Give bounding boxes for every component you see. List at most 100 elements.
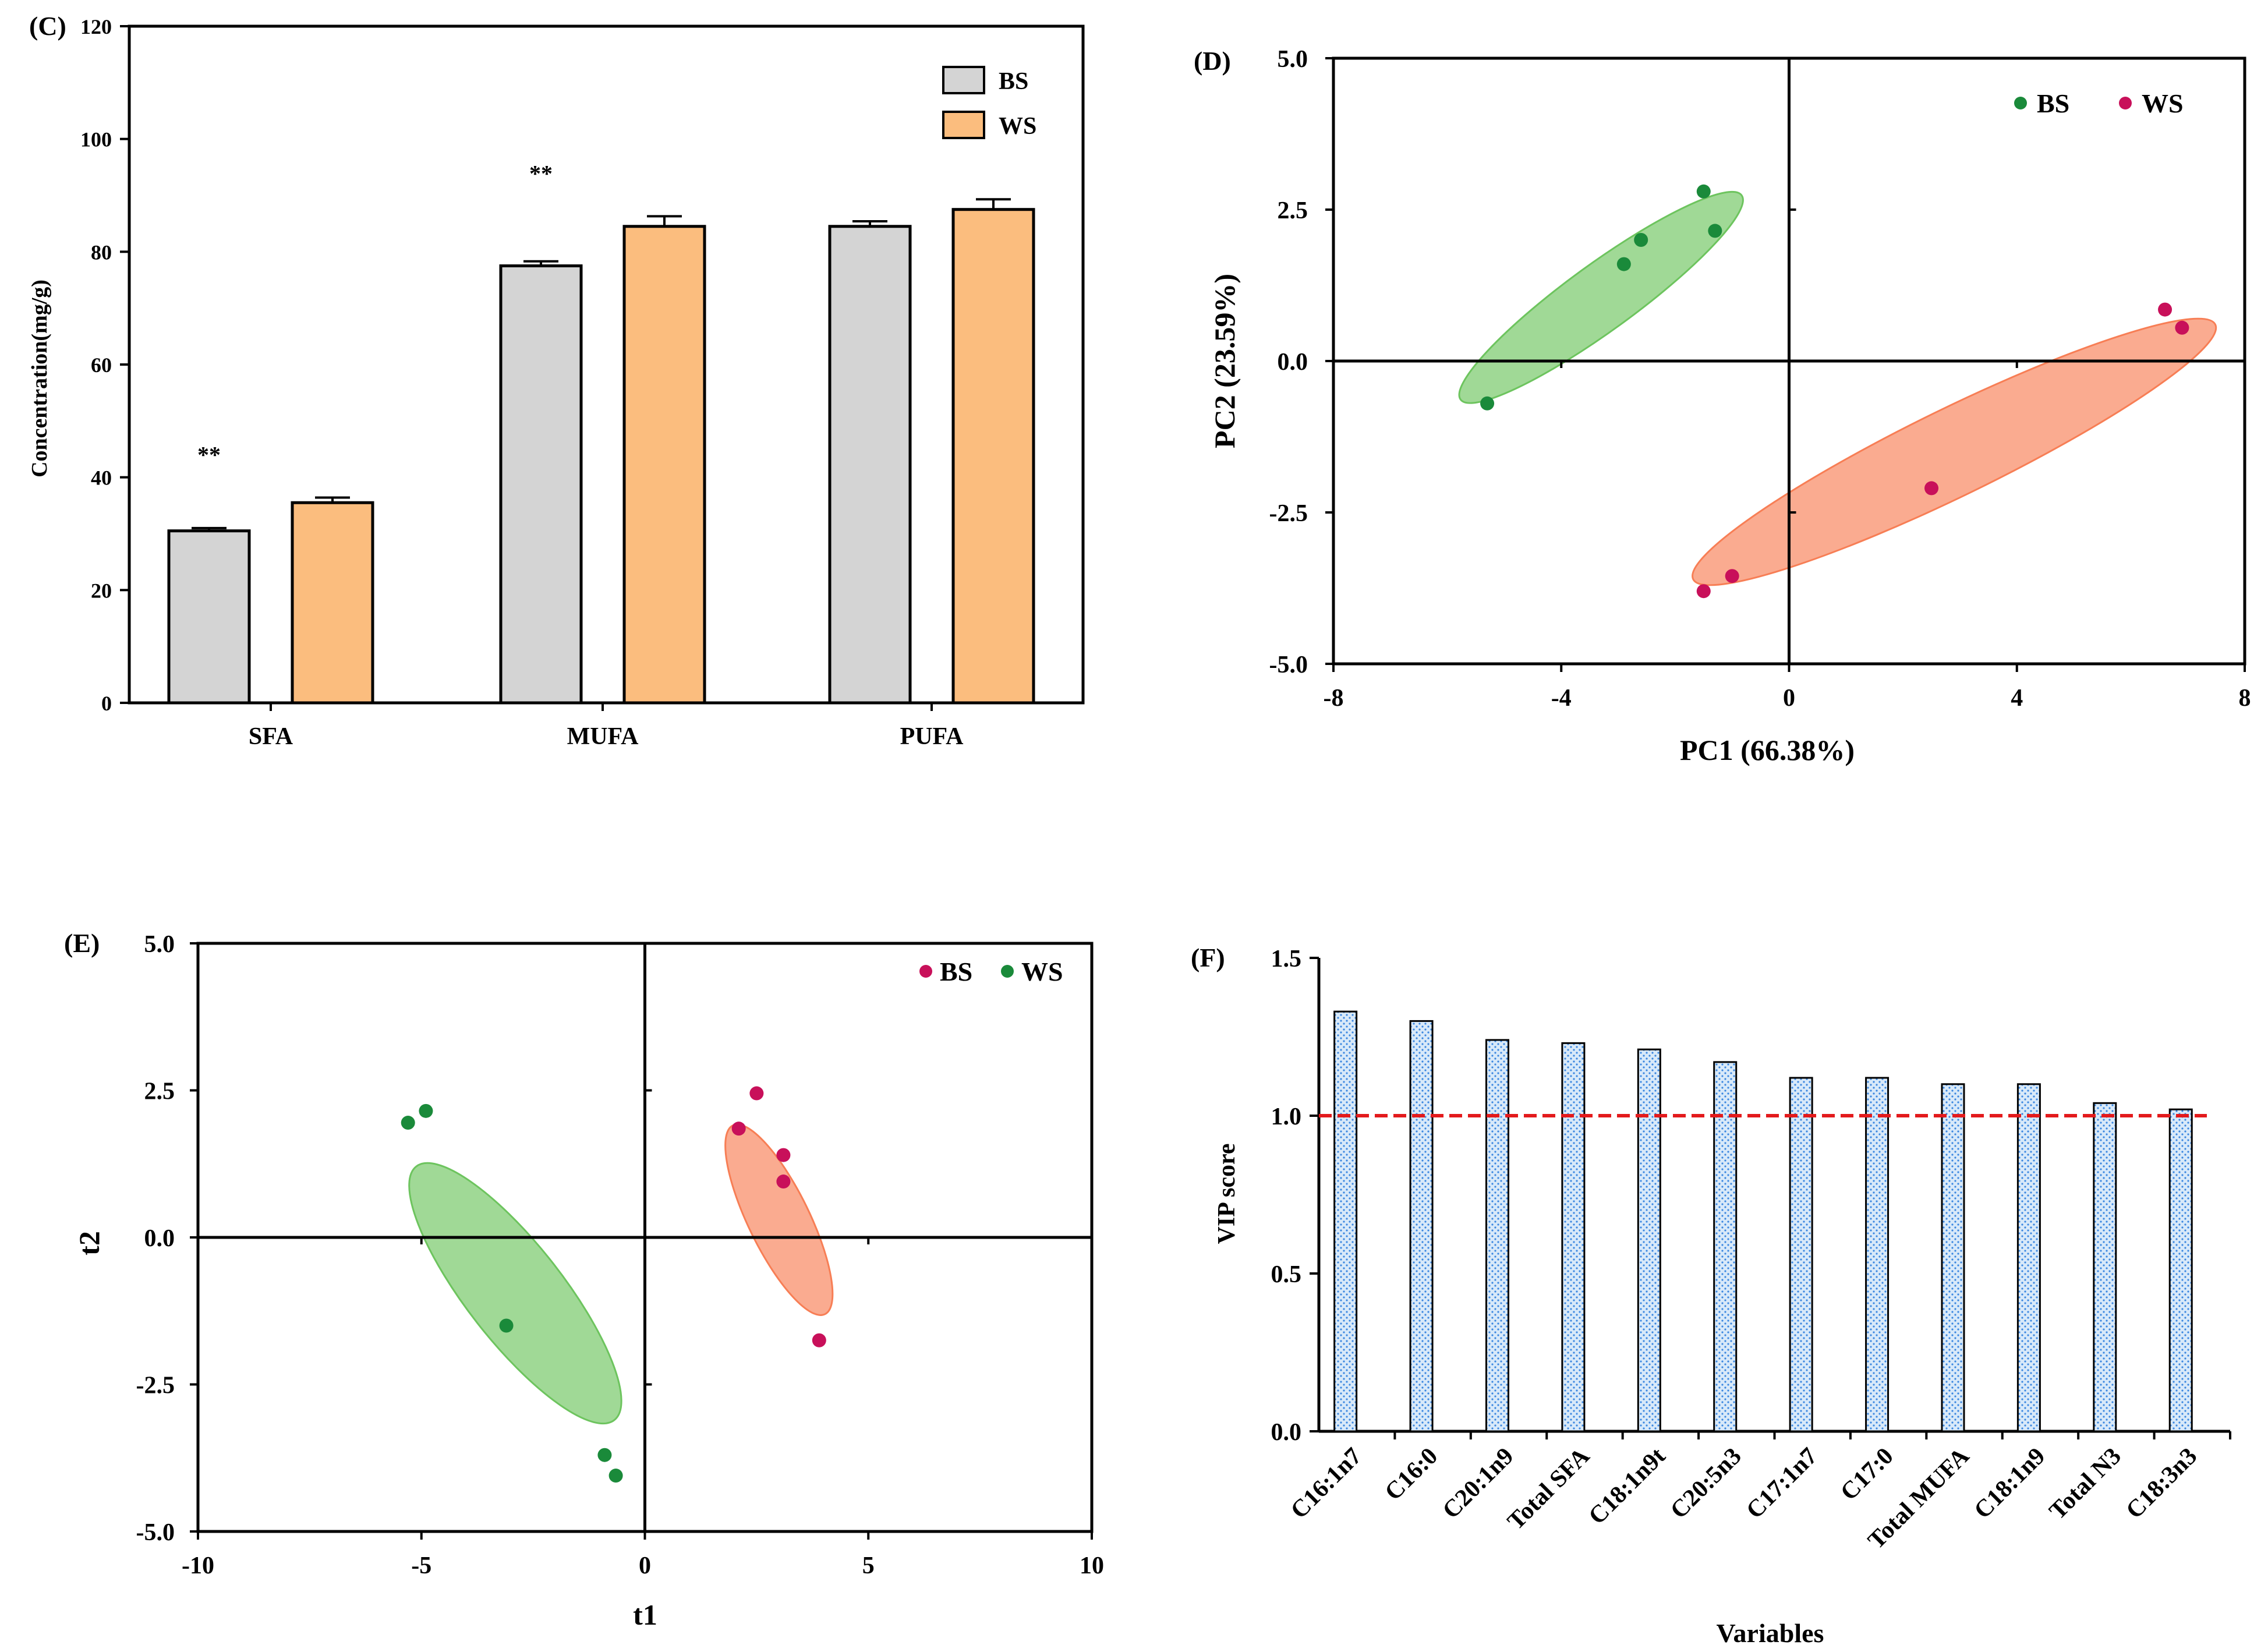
panel-c-bar-ws [951, 208, 1035, 705]
panel-f-bar [1485, 1039, 1509, 1432]
panel-c-legend-swatch [942, 66, 985, 94]
panel-f-ytick-label: 1.0 [1271, 1103, 1302, 1130]
panel-e-legend-label: BS [940, 957, 972, 986]
panel-d-label: (D) [1194, 46, 1231, 76]
panel-f-ytick-label: 0.0 [1271, 1419, 1302, 1446]
panel-c-bar-ws [291, 501, 374, 705]
panel-d-confidence-ellipse [1458, 190, 1744, 404]
panel-e-legend-marker [1001, 965, 1014, 978]
panel-f-bar [1333, 1010, 1358, 1432]
panel-d-point-bs [1480, 396, 1495, 411]
panel-e-label: (E) [64, 928, 100, 958]
panel-c-xtick-label: SFA [249, 723, 293, 750]
panel-c-ylabel: Concentration(mg/g) [27, 280, 52, 477]
panel-f-bar [1941, 1083, 1965, 1432]
panel-c-bar-chart: (C) Concentration(mg/g) 020406080100120 … [27, 11, 1085, 750]
panel-e-point-bs [812, 1333, 826, 1347]
panel-d-point-ws [1924, 481, 1939, 496]
panel-e-point-bs [776, 1148, 791, 1162]
panel-e-point-ws [597, 1448, 612, 1462]
panel-e-xtick-label: 5 [862, 1552, 875, 1579]
panel-c-ytick-label: 60 [91, 353, 112, 377]
panel-f-bar [1865, 1077, 1890, 1432]
panel-d-point-bs [1696, 184, 1711, 199]
panel-d-xtick-label: 0 [1783, 685, 1795, 712]
panel-d-point-ws [1696, 584, 1711, 599]
panel-c-ytick-label: 40 [91, 466, 112, 490]
panel-f-ytick-label: 1.5 [1271, 946, 1302, 972]
panel-c-bar-bs [167, 529, 251, 705]
panel-d-point-ws [1725, 569, 1739, 583]
panel-c-bar-bs [828, 225, 912, 705]
panel-e-ytick-label: 5.0 [144, 931, 175, 958]
panel-d-xtick-label: -4 [1551, 685, 1572, 712]
panel-e-point-ws [499, 1318, 514, 1333]
panel-e-ytick-label: 2.5 [144, 1078, 175, 1105]
panel-e-point-ws [608, 1469, 623, 1483]
panel-e-xtick-label: -5 [411, 1552, 431, 1579]
panel-c-legend-label: BS [999, 68, 1028, 95]
panel-d-ylabel: PC2 (23.59%) [1208, 274, 1241, 448]
panel-e-xtick-label: 10 [1080, 1552, 1104, 1579]
panel-e-legend-marker [919, 965, 932, 978]
panel-d-ytick-label: 2.5 [1278, 197, 1308, 224]
panel-f-xlabel: Variables [1717, 1618, 1824, 1648]
panel-f-bar [1789, 1077, 1813, 1432]
panel-c-ytick-label: 20 [91, 579, 112, 602]
panel-d-xlabel: PC1 (66.38%) [1680, 734, 1855, 766]
panel-f-bar [2016, 1083, 2041, 1432]
panel-d-legend-marker [2119, 97, 2132, 109]
panel-e-ylabel: t2 [73, 1231, 105, 1255]
panel-e-point-bs [749, 1086, 764, 1101]
panel-c-ytick-label: 120 [80, 15, 112, 38]
panel-c-significance: ** [529, 160, 553, 186]
panel-e-xlabel: t1 [633, 1598, 657, 1631]
panel-d-legend-label: BS [2037, 89, 2069, 118]
panel-c-significance: ** [197, 442, 221, 468]
panel-e-ytick-label: -5.0 [136, 1519, 175, 1546]
panel-f-bar [2168, 1108, 2193, 1432]
panel-c-legend-label: WS [999, 113, 1036, 140]
panel-d-legend-marker [2014, 97, 2027, 109]
panel-c-bar-bs [499, 264, 583, 705]
panel-d-legend-label: WS [2142, 89, 2184, 118]
panel-d-xtick-label: -8 [1324, 685, 1344, 712]
panel-c-xtick-label: PUFA [900, 723, 964, 750]
panel-d-confidence-ellipse [1692, 317, 2217, 586]
panel-d-ytick-label: -5.0 [1269, 652, 1308, 678]
panel-e-point-ws [401, 1116, 415, 1130]
panel-c-ytick-label: 0 [101, 692, 112, 715]
panel-e-xtick-label: -10 [182, 1552, 214, 1579]
panel-d-ytick-label: -2.5 [1269, 500, 1308, 527]
panel-d-pca-scores: (D) PC1 (66.38%) PC2 (23.59%) 5.0 2.5 0.0 -… [1194, 46, 2251, 766]
panel-e-xtick-label: 0 [639, 1552, 651, 1579]
panel-e-point-bs [731, 1122, 746, 1136]
panel-d-point-bs [1616, 257, 1631, 271]
panel-f-ylabel: VIP score [1213, 1143, 1240, 1244]
panel-e-ytick-label: -2.5 [136, 1372, 175, 1399]
panel-e-ytick-label: 0.0 [144, 1225, 175, 1252]
panel-c-xtick-label: MUFA [567, 723, 639, 750]
panel-d-ytick-label: 0.0 [1278, 349, 1308, 376]
panel-f-bar [1409, 1020, 1434, 1432]
panel-e-pls-da-scores: (E) t1 t2 5.0 2.5 0.0 -2.5 -5.0 -10 -5 0 5 10 BS WS [64, 928, 1104, 1631]
panel-e-confidence-ellipse [408, 1162, 622, 1425]
panel-c-legend-swatch [942, 111, 985, 139]
panel-d-point-ws [2158, 302, 2173, 317]
panel-f-bar [2093, 1102, 2117, 1432]
panel-f-label: (F) [1191, 943, 1225, 972]
panel-f-bar [1561, 1042, 1586, 1432]
panel-d-xtick-label: 4 [2011, 685, 2023, 712]
panel-e-legend-label: WS [1021, 957, 1063, 986]
panel-d-xtick-label: 8 [2239, 685, 2251, 712]
panel-f-bar [1637, 1048, 1661, 1432]
panel-f-bar [1713, 1061, 1738, 1432]
panel-c-ytick-label: 80 [91, 240, 112, 264]
panel-e-point-bs [776, 1175, 791, 1189]
panel-f-ytick-label: 0.5 [1271, 1261, 1302, 1288]
panel-d-point-bs [1708, 224, 1722, 238]
panel-e-point-ws [419, 1103, 433, 1118]
panel-d-point-ws [2175, 320, 2189, 335]
panel-c-ytick-label: 100 [80, 128, 112, 151]
